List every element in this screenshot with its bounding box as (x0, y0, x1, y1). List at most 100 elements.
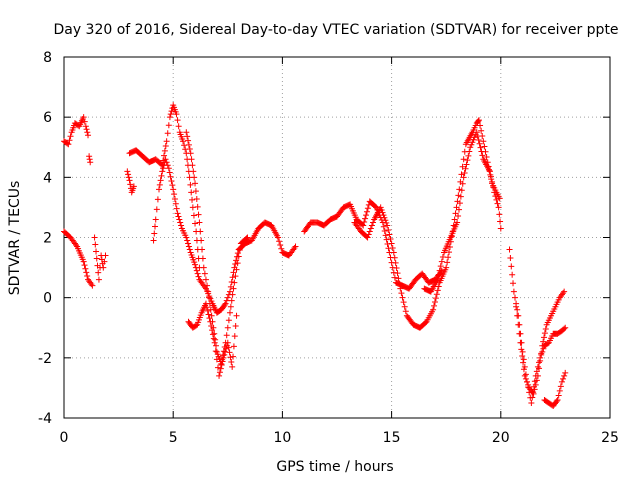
data-point (381, 214, 388, 221)
data-point (401, 303, 408, 310)
y-tick-label: 4 (43, 170, 52, 186)
data-point (531, 386, 538, 393)
data-point (213, 356, 220, 363)
series-track-12 (421, 129, 504, 295)
series-track-1 (61, 114, 92, 148)
data-point (204, 282, 211, 289)
data-point (222, 300, 229, 307)
data-point (216, 372, 223, 379)
data-point (475, 136, 482, 143)
data-point (91, 234, 98, 241)
data-point (231, 279, 238, 286)
data-point (225, 317, 232, 324)
data-point (367, 225, 374, 232)
data-point (228, 297, 235, 304)
data-point (540, 338, 547, 345)
data-point (150, 237, 157, 244)
y-tick-label: 2 (43, 231, 52, 247)
data-point (234, 250, 241, 257)
data-point (514, 306, 521, 313)
data-point (390, 269, 397, 276)
data-point (471, 134, 478, 141)
data-point (510, 288, 517, 295)
data-point (433, 291, 440, 298)
data-point (379, 209, 386, 216)
data-point (473, 129, 480, 136)
x-tick-label: 5 (169, 430, 178, 446)
series-track-3 (61, 228, 96, 289)
data-point (83, 269, 90, 276)
data-point (189, 162, 196, 169)
data-point (82, 123, 89, 130)
data-point (205, 288, 212, 295)
data-point (84, 129, 91, 136)
data-point (92, 241, 99, 248)
data-point (86, 156, 93, 163)
data-point (184, 237, 191, 244)
data-point (244, 234, 251, 241)
data-point (475, 117, 482, 124)
data-point (517, 339, 524, 346)
data-point (124, 168, 131, 175)
data-point (278, 245, 285, 252)
data-point (156, 186, 163, 193)
data-point (462, 165, 469, 172)
data-point (226, 349, 233, 356)
data-point (233, 266, 240, 273)
data-point (186, 246, 193, 253)
data-point (390, 249, 397, 256)
data-point (380, 223, 387, 230)
data-point (167, 111, 174, 118)
axis-ticks: 0 5 10 15 20 25 -4 -2 0 2 4 6 8 (38, 50, 619, 446)
data-point (497, 225, 504, 232)
x-tick-label: 0 (60, 430, 69, 446)
data-point (522, 375, 529, 382)
data-point (195, 211, 202, 218)
data-point (489, 178, 496, 185)
data-point (508, 263, 515, 270)
data-point (229, 363, 236, 370)
data-point (443, 264, 450, 271)
data-point (101, 258, 108, 265)
data-point (455, 213, 462, 220)
data-point (188, 156, 195, 163)
data-point (197, 228, 204, 235)
data-point (518, 346, 525, 353)
data-point (192, 264, 199, 271)
data-point (368, 222, 375, 229)
data-point (541, 334, 548, 341)
data-point (226, 288, 233, 295)
data-point (214, 364, 221, 371)
data-point (81, 118, 88, 125)
data-point (217, 365, 224, 372)
data-point (544, 340, 551, 347)
data-point (185, 137, 192, 144)
data-point (183, 129, 190, 136)
x-tick-label: 20 (492, 430, 510, 446)
data-point (553, 398, 560, 405)
data-point (232, 273, 239, 280)
series-track-10 (301, 198, 445, 292)
data-point (224, 294, 231, 301)
data-point (514, 312, 521, 319)
data-point (391, 254, 398, 261)
grid-lines (64, 57, 610, 418)
data-point (221, 301, 228, 308)
data-point (525, 381, 532, 388)
data-point (216, 369, 223, 376)
data-point (95, 269, 102, 276)
data-point (394, 270, 401, 277)
data-point (185, 243, 192, 250)
data-point (229, 274, 236, 281)
data-point (187, 150, 194, 157)
data-point (176, 216, 183, 223)
data-point (206, 315, 213, 322)
data-point (163, 138, 170, 145)
data-point (226, 309, 233, 316)
data-point (166, 114, 173, 121)
data-point (534, 372, 541, 379)
data-point (360, 222, 367, 229)
data-point (192, 261, 199, 268)
data-point (100, 264, 107, 271)
data-point (444, 259, 451, 266)
